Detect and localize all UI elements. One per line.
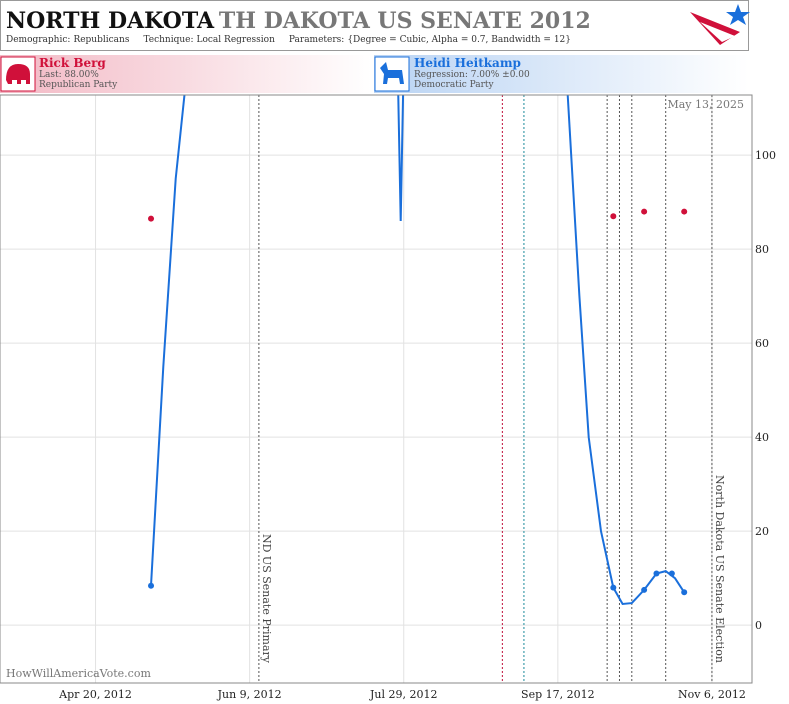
param-value: Republicans xyxy=(73,35,129,45)
param-value: {Degree = Cubic, Alpha = 0.7, Bandwidth … xyxy=(347,35,571,45)
param-label: Demographic: xyxy=(6,35,70,45)
data-point xyxy=(148,582,155,589)
legend-info: Democratic Party xyxy=(414,80,495,90)
regression-line xyxy=(150,95,686,606)
legend-bg-dem xyxy=(374,55,749,93)
title-sub: TH DAKOTA US SENATE 2012 xyxy=(219,8,591,34)
param-label: Technique: xyxy=(143,35,193,45)
x-tick-label: Jun 9, 2012 xyxy=(217,688,282,701)
event-label: ND US Senate Primary xyxy=(260,534,273,664)
header-frame xyxy=(0,0,749,51)
data-point xyxy=(148,215,155,222)
watermark: HowWillAmericaVote.com xyxy=(6,667,151,680)
data-point xyxy=(681,208,688,215)
x-tick-label: Nov 6, 2012 xyxy=(678,688,746,701)
date-stamp: May 13, 2025 xyxy=(667,98,744,111)
plot-area: 0 20 40 60 80 100 Apr 20, 2012 Jun 9, 2012 Jul 2… xyxy=(0,95,776,701)
y-tick-label: 100 xyxy=(755,149,776,162)
data-point xyxy=(641,586,648,593)
event-label: North Dakota US Senate Election xyxy=(713,475,726,663)
x-tick-label: Jul 29, 2012 xyxy=(369,688,438,701)
y-tick-label: 20 xyxy=(755,525,769,538)
param-label: Parameters: xyxy=(289,35,344,45)
y-tick-label: 60 xyxy=(755,337,769,350)
donkey-icon xyxy=(374,56,410,92)
param-value: Local Regression xyxy=(197,35,276,45)
x-tick-label: Sep 17, 2012 xyxy=(521,688,595,701)
title-main: NORTH DAKOTA xyxy=(6,8,215,34)
data-point xyxy=(653,570,660,577)
data-point xyxy=(681,589,688,596)
y-tick-label: 80 xyxy=(755,243,769,256)
legend-info: Last: 88.00% xyxy=(39,70,99,80)
data-point xyxy=(668,570,675,577)
legend-name: Rick Berg xyxy=(39,56,106,70)
data-point xyxy=(610,584,617,591)
title: NORTH DAKOTA TH DAKOTA US SENATE 2012 xyxy=(6,8,591,34)
legend-info: Regression: 7.00% ±0.00 xyxy=(414,70,530,80)
x-tick-label: Apr 20, 2012 xyxy=(58,688,132,701)
parameters: Demographic: Republicans Technique: Local R… xyxy=(6,35,571,45)
logo xyxy=(690,4,750,45)
legend-name: Heidi Heitkamp xyxy=(414,56,521,70)
data-point xyxy=(610,213,617,220)
legend-bg-rep xyxy=(0,55,372,93)
data-point xyxy=(641,208,648,215)
y-tick-label: 0 xyxy=(755,619,762,632)
plot-frame xyxy=(0,94,753,684)
y-tick-label: 40 xyxy=(755,431,769,444)
elephant-icon xyxy=(0,56,36,92)
legend-info: Republican Party xyxy=(39,80,118,90)
